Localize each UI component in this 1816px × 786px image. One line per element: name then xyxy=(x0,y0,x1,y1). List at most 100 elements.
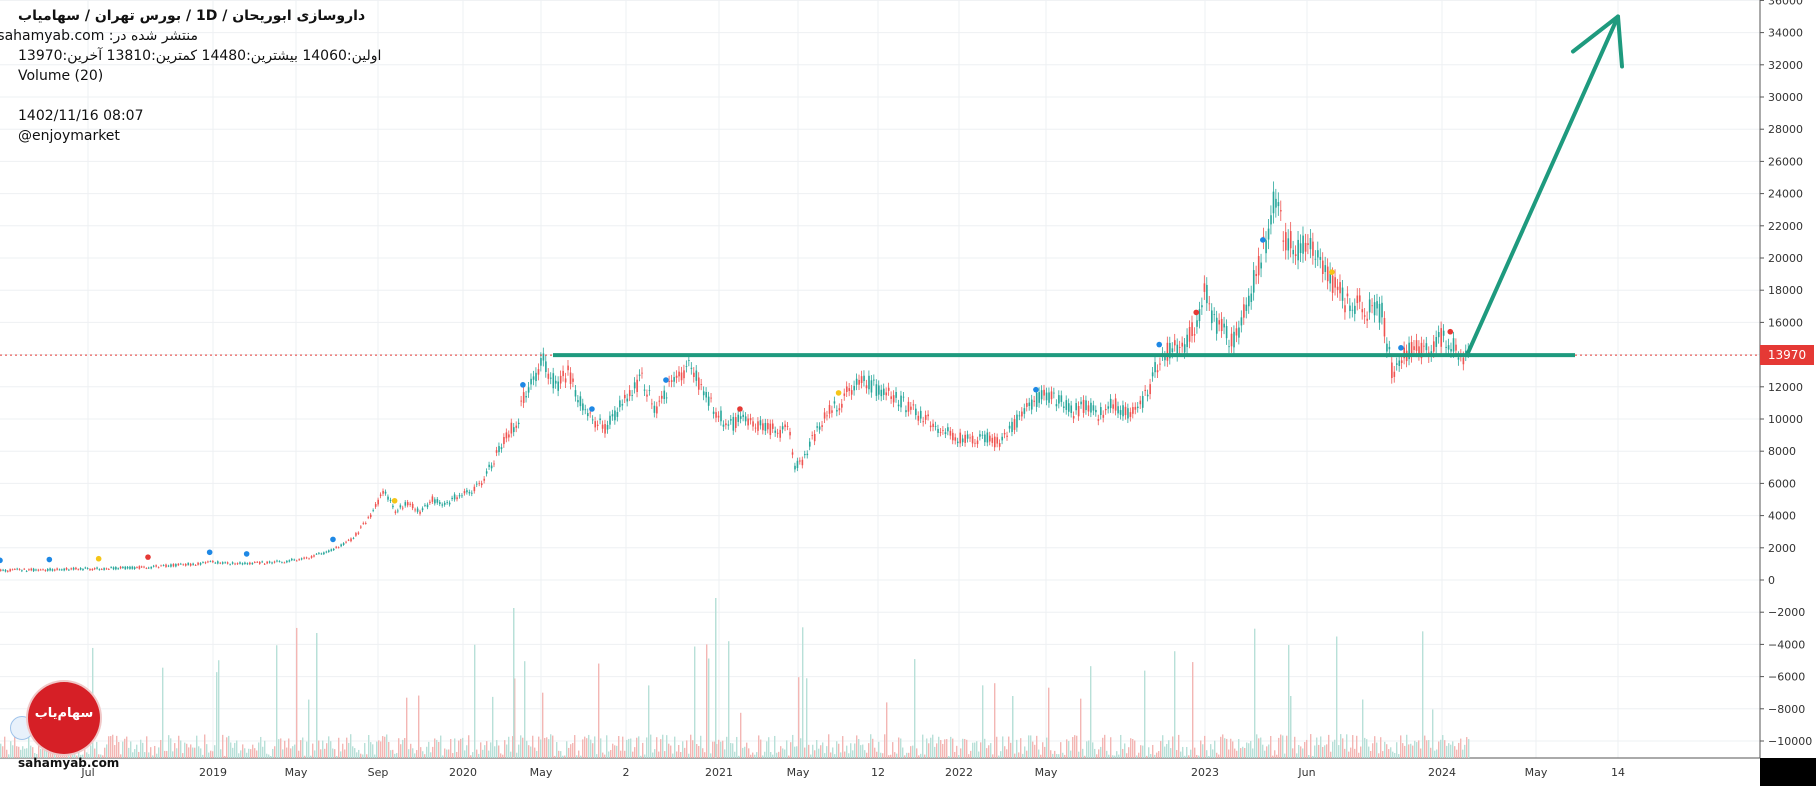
candle-body xyxy=(325,551,328,553)
candle-body xyxy=(806,453,809,456)
volume-bar xyxy=(1318,744,1320,758)
candle-body xyxy=(355,533,357,536)
volume-bar xyxy=(170,738,172,758)
candle-body xyxy=(1225,326,1228,339)
volume-bar xyxy=(110,736,112,758)
volume-bar xyxy=(866,752,868,758)
volume-bar xyxy=(1018,752,1020,758)
candle-body xyxy=(224,562,227,564)
candle-body xyxy=(1132,407,1134,414)
volume-bar xyxy=(1256,734,1258,758)
candle-body xyxy=(762,423,764,431)
volume-bar xyxy=(828,734,830,758)
volume-indicator-label[interactable]: Volume (20) xyxy=(18,68,104,84)
volume-bar xyxy=(462,737,464,758)
candle-body xyxy=(372,510,375,512)
volume-bar xyxy=(816,740,818,758)
candle-body xyxy=(1095,409,1097,413)
candle-body xyxy=(865,385,868,389)
candle-body xyxy=(1354,305,1356,314)
volume-bar xyxy=(624,750,626,758)
candle-body xyxy=(1351,309,1354,311)
candle-body xyxy=(606,424,609,430)
candle-body xyxy=(599,418,601,421)
volume-bar xyxy=(492,696,494,758)
volume-bar xyxy=(460,738,462,758)
time-tick-label: 2 xyxy=(623,766,630,779)
candle-body xyxy=(1154,362,1156,373)
event-marker xyxy=(1447,328,1454,335)
event-marker xyxy=(835,390,842,396)
candle-body xyxy=(673,377,675,382)
candle-body xyxy=(1371,305,1373,307)
volume-bar xyxy=(1102,737,1104,758)
price-tick-label: 6000 xyxy=(1768,477,1796,490)
candle-body xyxy=(1033,400,1036,402)
volume-bar xyxy=(1214,740,1216,758)
candle-body xyxy=(1030,399,1033,410)
candle-body xyxy=(86,568,89,569)
candle-body xyxy=(964,434,966,443)
candle-body xyxy=(1206,284,1208,304)
volume-bar xyxy=(1016,739,1018,758)
volume-bar xyxy=(722,740,724,758)
volume-bar xyxy=(402,739,404,758)
candle-body xyxy=(1388,346,1391,350)
volume-bar xyxy=(1460,738,1462,758)
volume-bar xyxy=(992,754,994,758)
candle-body xyxy=(1319,256,1322,260)
candle-body xyxy=(1255,273,1258,277)
candle-body xyxy=(993,436,996,448)
volume-bar xyxy=(76,755,78,758)
volume-bar xyxy=(850,743,852,758)
volume-bar xyxy=(312,743,314,758)
volume-bar xyxy=(808,744,810,758)
volume-bar xyxy=(1184,755,1186,758)
volume-bar xyxy=(710,753,712,758)
candle-body xyxy=(131,566,134,569)
volume-bar xyxy=(258,742,260,758)
volume-bar xyxy=(622,736,624,758)
volume-bar xyxy=(1288,645,1290,758)
volume-bar xyxy=(514,678,516,758)
price-tick-label: 0 xyxy=(1768,574,1775,587)
volume-bar xyxy=(376,741,378,758)
candle-body xyxy=(1307,243,1309,245)
volume-bar xyxy=(34,753,36,758)
volume-bar xyxy=(438,741,440,758)
candle-body xyxy=(1151,372,1154,377)
candle-body xyxy=(1265,240,1267,254)
volume-bar xyxy=(1438,741,1440,758)
candle-body xyxy=(337,547,340,549)
volume-bar xyxy=(958,755,960,758)
candle-body xyxy=(1442,330,1445,336)
volume-bar xyxy=(538,736,540,758)
volume-bar xyxy=(348,742,350,758)
volume-bar xyxy=(1454,746,1456,758)
volume-bar xyxy=(30,745,32,758)
candle-body xyxy=(1065,400,1068,410)
volume-bar xyxy=(540,739,542,758)
candle-body xyxy=(927,414,929,417)
candle-body xyxy=(54,569,56,571)
candle-body xyxy=(1346,293,1349,297)
event-marker xyxy=(1260,237,1266,243)
candle-body xyxy=(554,380,557,384)
volume-bar xyxy=(1168,740,1170,758)
event-marker xyxy=(243,551,250,557)
candle-body xyxy=(626,398,629,402)
volume-bar xyxy=(902,747,904,758)
candle-body xyxy=(562,370,564,377)
event-marker xyxy=(0,557,3,564)
candle-body xyxy=(266,561,268,564)
volume-bar xyxy=(1416,742,1418,758)
volume-bar xyxy=(296,627,298,758)
volume-bar xyxy=(1340,734,1342,758)
volume-bar xyxy=(356,752,358,758)
volume-bar xyxy=(98,754,100,758)
candle-body xyxy=(668,380,671,382)
volume-bar xyxy=(158,747,160,758)
volume-bar xyxy=(1036,735,1038,758)
price-tick-label: −4000 xyxy=(1768,638,1805,651)
